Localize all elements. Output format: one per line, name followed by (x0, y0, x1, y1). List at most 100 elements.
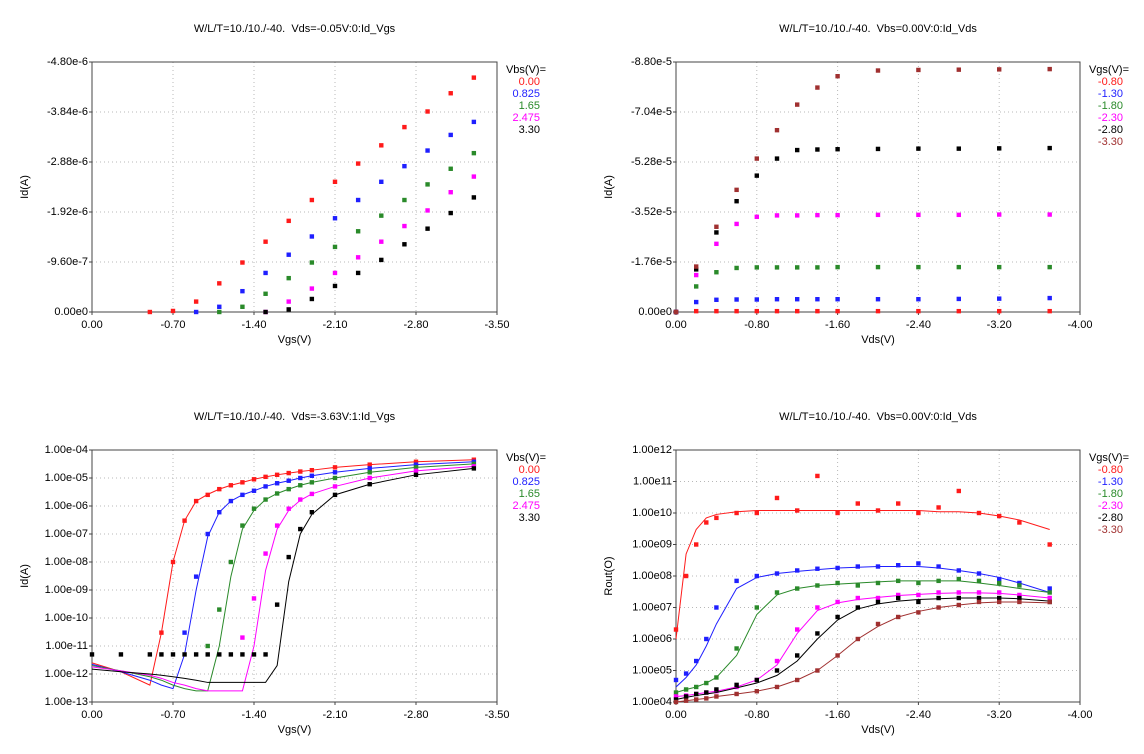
data-point (251, 477, 257, 482)
data-point (309, 473, 315, 478)
data-point (976, 595, 982, 601)
data-point (1017, 583, 1022, 588)
y-tick-label: -3.52e-5 (631, 206, 672, 218)
data-point (774, 308, 780, 314)
legend-entry: 0.00 (519, 76, 540, 88)
data-point (1047, 586, 1052, 591)
data-point (714, 270, 719, 275)
legend-entry: 0.825 (512, 476, 540, 488)
data-point (193, 299, 199, 304)
data-point (774, 495, 780, 501)
chart-title: W/L/T=10./10./-40. Vds=-3.63V:1:Id_Vgs (194, 411, 396, 423)
data-point (714, 694, 719, 699)
plot: W/L/T=10./10./-40. Vbs=0.00V:0:Id_Vds 0.0… (603, 23, 1129, 346)
y-tick-label: -9.60e-7 (47, 256, 88, 268)
data-point (332, 270, 338, 276)
fit-line (91, 463, 474, 692)
data-point (673, 309, 679, 315)
legend-entry: 0.825 (512, 88, 540, 100)
data-point (795, 265, 800, 270)
fit-line (675, 597, 1050, 700)
data-point (298, 469, 303, 474)
data-point (754, 689, 759, 694)
data-point (263, 497, 268, 502)
data-point (274, 481, 280, 486)
legend-entry: -1.30 (1098, 88, 1123, 100)
data-point (228, 559, 234, 565)
data-point (815, 668, 820, 673)
y-tick-label: -4.80e-6 (47, 56, 88, 68)
data-point (875, 599, 881, 605)
legend-title: Vgs(V)= (1089, 64, 1129, 76)
data-point (774, 668, 780, 673)
y-tick-label: 1.00e05 (632, 664, 672, 676)
data-point (875, 564, 881, 569)
data-point (1017, 595, 1022, 601)
data-point (182, 518, 187, 523)
data-point (1047, 308, 1052, 314)
data-point (875, 595, 881, 601)
data-point (683, 687, 689, 692)
data-point (379, 213, 384, 218)
data-point (734, 682, 739, 688)
data-point (815, 308, 820, 314)
data-point (997, 513, 1002, 519)
data-point (263, 484, 268, 489)
data-point (694, 299, 699, 305)
data-point (694, 542, 699, 547)
data-point (754, 265, 759, 270)
data-point (754, 677, 759, 683)
data-point (217, 304, 222, 309)
data-point (263, 291, 268, 296)
legend-entry: -2.80 (1098, 124, 1123, 136)
legend-entry: -3.30 (1098, 136, 1123, 148)
data-point (835, 580, 840, 586)
data-point (228, 498, 234, 504)
legend-entry: -1.80 (1098, 488, 1123, 500)
y-tick-label: 1.00e12 (632, 444, 672, 456)
data-point (240, 480, 245, 485)
data-point (1047, 590, 1052, 595)
legend-title: Vbs(V)= (506, 64, 546, 76)
data-point (683, 698, 689, 703)
data-point (997, 580, 1002, 586)
data-point (217, 486, 222, 492)
data-point (673, 694, 679, 699)
data-point (815, 212, 820, 218)
data-point (274, 602, 280, 607)
data-point (774, 297, 780, 302)
data-point (734, 308, 739, 314)
y-axis-label: Id(A) (19, 564, 31, 588)
data-point (704, 680, 709, 686)
data-point (997, 308, 1002, 314)
data-point (774, 658, 780, 664)
fit-line (91, 467, 474, 683)
data-point (956, 602, 961, 608)
data-point (413, 472, 419, 478)
data-point (263, 551, 268, 556)
data-point (916, 308, 921, 314)
data-point (274, 491, 280, 496)
data-point (402, 124, 407, 130)
data-point (936, 578, 941, 584)
fit-line (91, 465, 474, 692)
data-point (355, 197, 361, 203)
x-tick-label: -2.40 (906, 709, 931, 721)
data-point (795, 586, 800, 591)
data-point (815, 583, 820, 588)
data-point (976, 599, 982, 605)
data-point (896, 578, 901, 584)
data-point (193, 498, 199, 504)
x-tick-label: -1.60 (825, 319, 850, 331)
data-point (875, 264, 881, 270)
data-point (298, 475, 303, 481)
data-point (694, 267, 699, 272)
data-point (159, 652, 164, 657)
data-point (182, 630, 187, 635)
data-point (835, 212, 840, 218)
data-point (835, 74, 840, 79)
data-point (367, 470, 372, 475)
data-point (263, 309, 268, 315)
plot-frame (91, 61, 498, 313)
data-point (875, 621, 881, 627)
